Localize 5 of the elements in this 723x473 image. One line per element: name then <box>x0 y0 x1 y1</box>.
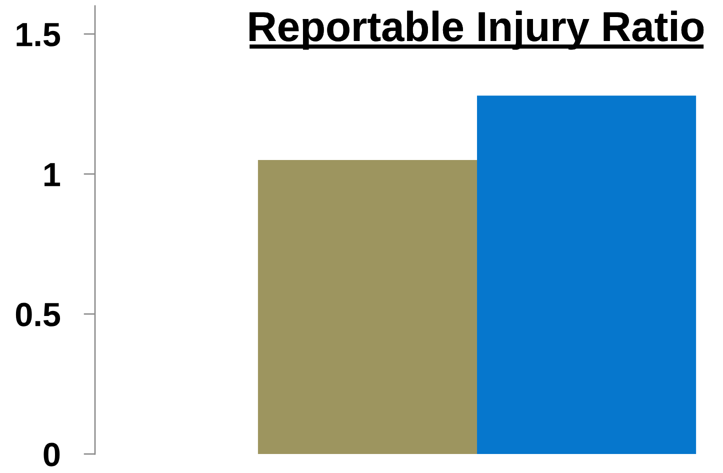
y-tick-label: 1 <box>44 163 60 186</box>
y-tick-label: 1.5 <box>16 23 60 46</box>
y-tick-label: 0 <box>44 442 60 466</box>
y-tick-label: 0.5 <box>16 302 60 326</box>
chart-title: Reportable Injury Ratio <box>250 10 704 50</box>
